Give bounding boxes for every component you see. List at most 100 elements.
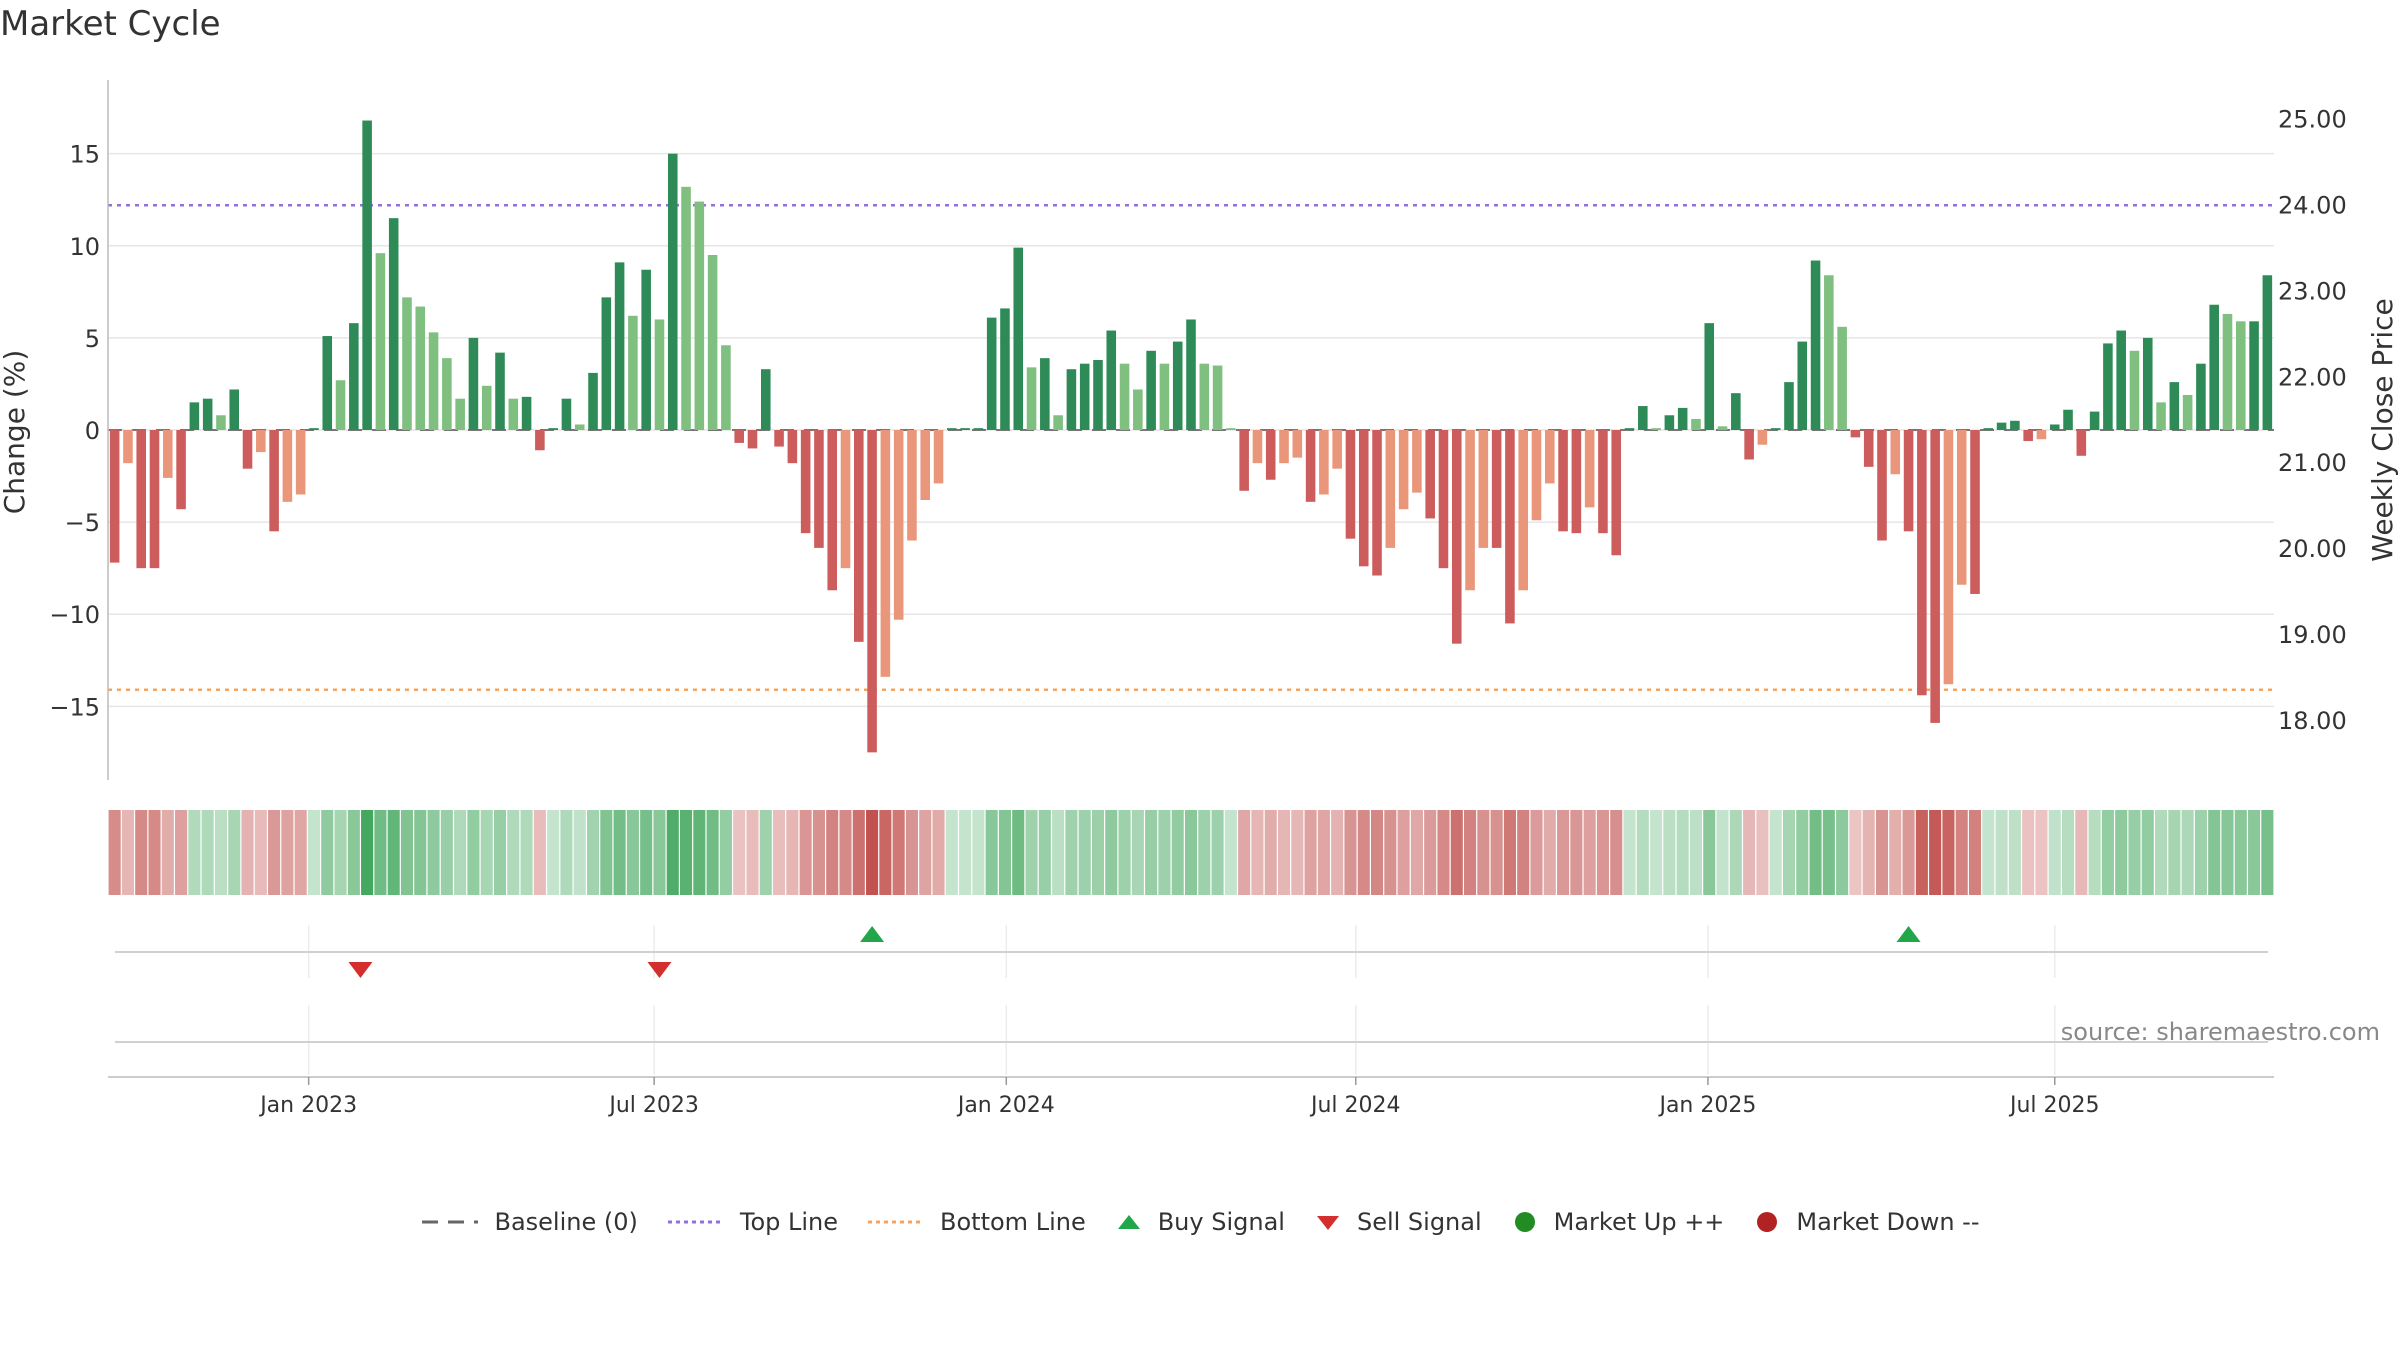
heat-cell: [1809, 810, 1822, 895]
bar: [1013, 247, 1024, 430]
bar: [136, 430, 147, 569]
heat-cell: [1038, 810, 1051, 895]
heat-cell: [1198, 810, 1211, 895]
heat-cell: [1782, 810, 1796, 895]
bar: [1890, 430, 1901, 475]
bar: [1226, 428, 1236, 430]
heat-cell: [1583, 810, 1596, 895]
heat-cell: [759, 810, 772, 895]
bar: [1558, 430, 1568, 532]
bar: [2076, 430, 2087, 456]
bar: [1385, 430, 1396, 548]
heat-cell: [507, 810, 520, 895]
bar: [1770, 428, 1781, 430]
heat-cell: [586, 810, 600, 895]
bar: [402, 297, 412, 430]
y-axis-label: Change (%): [0, 350, 31, 515]
legend-symbol-bottom: [868, 1220, 925, 1224]
right-y-tick-label: 21.00: [2278, 449, 2347, 477]
heat-cell: [1716, 810, 1729, 895]
bar: [2262, 275, 2273, 430]
bar: [2196, 363, 2206, 430]
heat-cell: [1530, 810, 1543, 895]
heat-cell: [786, 810, 799, 895]
bar: [229, 389, 240, 430]
legend-item-bottom: Bottom Line: [866, 1208, 1086, 1236]
bar: [2142, 337, 2153, 430]
sell-signal-marker: [348, 962, 373, 978]
bar: [481, 385, 492, 430]
bar: [309, 428, 319, 430]
heat-cell: [2141, 810, 2154, 895]
legend-symbol-mup: [1514, 1212, 1535, 1232]
bar: [442, 358, 452, 430]
heat-cell: [1211, 810, 1224, 895]
y-tick-label: −5: [65, 509, 100, 537]
bar: [1239, 430, 1249, 491]
legend-item-top: Top Line: [666, 1208, 838, 1236]
bar: [1505, 430, 1515, 624]
heat-cell: [2248, 810, 2261, 895]
bar: [2249, 321, 2259, 430]
bar: [800, 430, 811, 534]
x-tick-label: Jan 2023: [258, 1093, 357, 1118]
bar: [1611, 430, 1622, 556]
heat-cell: [1171, 810, 1184, 895]
heat-cell: [1091, 810, 1105, 895]
x-tick-label: Jul 2025: [2008, 1093, 2100, 1118]
bar: [242, 430, 253, 469]
buy-signal-marker: [860, 926, 885, 942]
heat-cell: [1145, 810, 1158, 895]
bar: [933, 430, 944, 484]
heat-cell: [148, 810, 161, 895]
y-tick-label: 15: [69, 141, 100, 169]
right-y-tick-label: 25.00: [2278, 106, 2347, 134]
buy-signal-marker: [1896, 926, 1921, 942]
bar: [1372, 430, 1382, 576]
heat-cell: [387, 810, 400, 895]
bar: [1704, 323, 1715, 430]
heat-cell: [188, 810, 201, 895]
bar: [880, 430, 891, 677]
bar: [1531, 430, 1542, 521]
bar: [1093, 360, 1103, 430]
heat-cell: [1570, 810, 1583, 895]
heat-cell: [1610, 810, 1623, 895]
heat-cell: [121, 810, 134, 895]
heat-cell: [1636, 810, 1649, 895]
bar: [2116, 330, 2126, 430]
heat-cell: [600, 810, 613, 895]
bar: [2235, 321, 2246, 430]
heat-cell: [361, 810, 374, 895]
bar: [1172, 341, 1183, 430]
bar: [1279, 430, 1289, 464]
bar: [1571, 430, 1582, 534]
signal-panel: [115, 925, 2268, 978]
heat-cell: [2261, 810, 2274, 895]
bar: [734, 430, 744, 443]
bar: [1119, 363, 1130, 430]
heat-cell: [2194, 810, 2207, 895]
heat-cell: [2234, 810, 2247, 895]
bar: [1744, 430, 1754, 460]
x-tick-label: Jan 2024: [956, 1093, 1055, 1118]
heat-cell: [2022, 810, 2035, 895]
bar: [1358, 430, 1369, 567]
bar: [721, 345, 731, 430]
bar: [176, 430, 186, 510]
bar: [1677, 407, 1688, 430]
x-tick-label: Jul 2024: [1309, 1093, 1401, 1118]
legend: Baseline (0) Top Line Bottom Line Buy Signa…: [0, 1208, 2400, 1236]
heat-cell: [1224, 810, 1237, 895]
bar: [1810, 260, 1821, 430]
right-y-axis-label: Weekly Close Price: [2366, 298, 2399, 561]
bar: [1319, 430, 1329, 495]
heat-cell: [400, 810, 414, 895]
heat-cell: [201, 810, 214, 895]
heat-cell: [573, 810, 586, 895]
heat-cell: [1424, 810, 1437, 895]
heat-cell: [1822, 810, 1835, 895]
heat-cell: [135, 810, 148, 895]
heat-cell: [1450, 810, 1463, 895]
